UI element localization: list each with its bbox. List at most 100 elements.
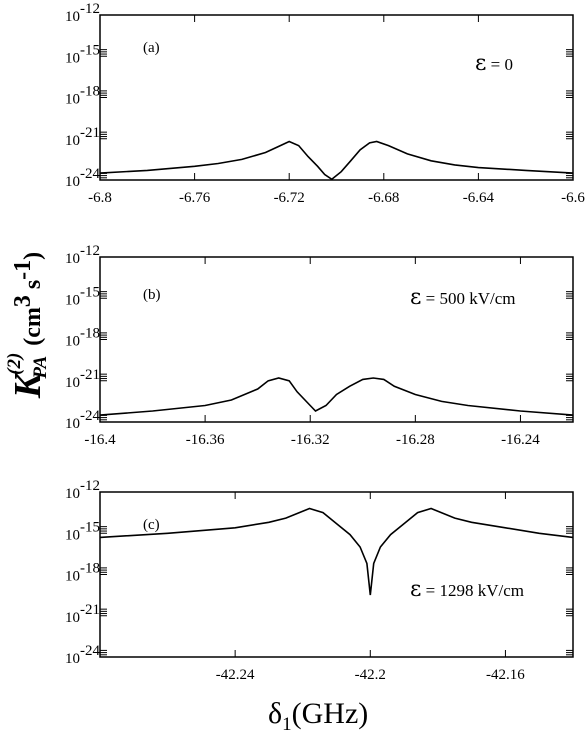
panel-a-y-tick-base: 10 (65, 9, 80, 25)
panel-c-y-tick-exponent: -12 (80, 478, 100, 494)
panel-c-annotation: ε = 1298 kV/cm (410, 577, 524, 602)
panel-a-curve (99, 140, 574, 181)
panel-b-y-tick-label: 10 (65, 292, 80, 308)
panel-a-y-tick-exponent: -18 (80, 84, 100, 100)
y-axis-superscript: (2) (4, 353, 25, 375)
panel-c-y-tick-label: 10 (65, 527, 80, 543)
y-axis-label: K(2) PA (cm3 s-1) (4, 252, 51, 399)
panel-a-x-tick-label: -6.72 (274, 190, 305, 206)
panel-c-y-tick-base: 10 (65, 569, 80, 585)
panel-b-y-tick-base: 10 (65, 251, 80, 267)
panel-b-label: (b) (143, 287, 161, 303)
panel-b-x-tick-label: -16.4 (84, 432, 116, 448)
panel-c-y-tick-label: 10 (65, 486, 80, 502)
panel-b-frame (99, 256, 574, 423)
panel-b-y-tick-label: 10 (65, 251, 80, 267)
y-axis-subscript: PA (30, 356, 51, 380)
panel-a-x-ticks: -6.8 -6.76 -6.72 -6.68 -6.64 -6.6 (88, 15, 585, 206)
panel-a-y-tick-base: 10 (65, 174, 80, 190)
panel-b-y-tick-exponent: -18 (80, 326, 100, 342)
panel-a-annotation-value: = 0 (486, 55, 513, 74)
panel-c-x-ticks: -42.24 -42.2 -42.16 (216, 492, 525, 683)
panel-c-epsilon: ε (410, 577, 421, 602)
panel-a-y-tick-label: 10 (65, 50, 80, 66)
panel-b-x-tick-label: -16.28 (396, 432, 435, 448)
y-axis-symbol: K (7, 370, 49, 399)
panel-b-annotation: ε = 500 kV/cm (410, 285, 516, 310)
panel-c-y-tick-base: 10 (65, 651, 80, 667)
panel-b-y-tick-label: 10 (65, 416, 80, 432)
panel-b-y-tick-base: 10 (65, 416, 80, 432)
panel-c-curve (99, 507, 574, 596)
panel-a-frame (99, 14, 574, 181)
panel-a-y-tick-label: 10 (65, 9, 80, 25)
panel-b-y-tick-exponent: -12 (80, 243, 100, 259)
panel-b-annotation-value: = 500 kV/cm (421, 289, 515, 308)
panel-a-y-tick-label: 10 (65, 92, 80, 108)
panel-a-y-tick-base: 10 (65, 50, 80, 66)
panel-b-curve (99, 377, 574, 416)
y-axis-unit-mid: s (20, 280, 46, 295)
panel-b-y-tick-label: 10 (65, 334, 80, 350)
panel-b-x-tick-label: -16.24 (501, 432, 540, 448)
panel-b-x-tick-label: -16.32 (291, 432, 330, 448)
panel-b-x-tick-label: -16.36 (186, 432, 225, 448)
panel-c-label: (c) (143, 517, 160, 533)
panel-a-annotation: ε = 0 (475, 51, 513, 76)
panel-b-y-tick-exponent: -24 (80, 408, 100, 424)
panel-c-y-tick-exponent: -18 (80, 561, 100, 577)
panel-b-y-tick-base: 10 (65, 375, 80, 391)
y-axis-unit-sup2: -1 (10, 260, 36, 280)
panel-c: -42.24 -42.2 -42.16 10-2410-2110-1810-1510… (65, 478, 574, 683)
panel-c-x-tick-label: -42.2 (355, 667, 386, 683)
x-axis-label: δ1(GHz) (268, 697, 368, 734)
panel-a-epsilon: ε (475, 51, 486, 76)
panel-a-y-tick-exponent: -15 (80, 42, 100, 58)
panel-c-y-tick-exponent: -15 (80, 519, 100, 535)
panel-c-y-tick-base: 10 (65, 486, 80, 502)
panel-b-y-tick-exponent: -21 (80, 367, 100, 383)
svg-text:K(2)PA(cm3 s-1): K(2) PA (cm3 s-1) (4, 252, 51, 399)
panel-b-x-ticks: -16.4 -16.36 -16.32 -16.28 -16.24 (84, 257, 540, 448)
panel-a-x-tick-label: -6.68 (368, 190, 399, 206)
panel-c-annotation-value: = 1298 kV/cm (421, 581, 524, 600)
panel-b-y-tick-base: 10 (65, 334, 80, 350)
panel-c-x-tick-label: -42.16 (486, 667, 525, 683)
panel-c-y-tick-label: 10 (65, 569, 80, 585)
panel-c-y-tick-base: 10 (65, 610, 80, 626)
panel-a-x-tick-label: -6.8 (88, 190, 112, 206)
panel-b-y-tick-exponent: -15 (80, 284, 100, 300)
y-axis-unit-close: ) (20, 252, 46, 260)
panel-a-y-tick-exponent: -12 (80, 1, 100, 17)
panel-c-y-tick-exponent: -21 (80, 602, 100, 618)
x-axis-symbol: δ (268, 697, 282, 730)
x-axis-unit: (GHz) (292, 697, 369, 730)
panel-a-y-tick-label: 10 (65, 174, 80, 190)
panel-b-epsilon: ε (410, 285, 421, 310)
panel-c-y-tick-base: 10 (65, 527, 80, 543)
panel-a-y-tick-label: 10 (65, 133, 80, 149)
panel-a-y-tick-base: 10 (65, 92, 80, 108)
panel-c-y-tick-label: 10 (65, 610, 80, 626)
y-axis-unit-open: (cm (20, 307, 46, 346)
panel-a-label: (a) (143, 40, 160, 56)
panel-c-x-tick-label: -42.24 (216, 667, 255, 683)
panel-c-y-tick-exponent: -24 (80, 643, 100, 659)
panel-a-x-tick-label: -6.6 (561, 190, 585, 206)
panel-a-y-tick-exponent: -24 (80, 166, 100, 182)
panel-a-x-tick-label: -6.64 (463, 190, 495, 206)
x-axis-subscript: 1 (282, 714, 292, 734)
y-axis-unit-sup1: 3 (10, 295, 36, 307)
panel-c-frame (99, 491, 574, 658)
panel-b-y-tick-label: 10 (65, 375, 80, 391)
panel-a-y-tick-base: 10 (65, 133, 80, 149)
panel-a-y-tick-exponent: -21 (80, 125, 100, 141)
panel-b-y-tick-base: 10 (65, 292, 80, 308)
panel-c-y-tick-label: 10 (65, 651, 80, 667)
